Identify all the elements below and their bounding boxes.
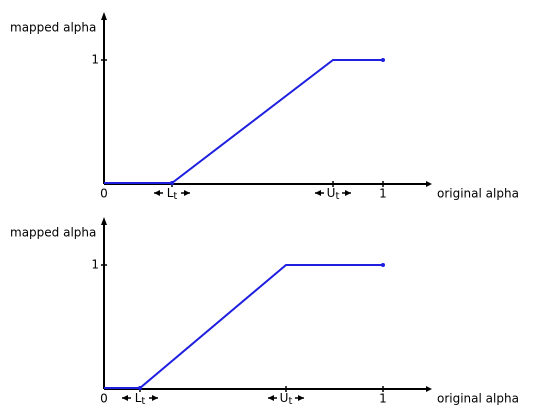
- y-axis-label: mapped alpha: [10, 21, 96, 35]
- mapping-line: [104, 264, 383, 389]
- end-point: [381, 263, 385, 267]
- lower-threshold-sub: t: [141, 396, 145, 407]
- upper-threshold-sub: t: [335, 191, 339, 202]
- mapping-line: [104, 59, 383, 184]
- end-point: [381, 58, 385, 62]
- y-axis-label: mapped alpha: [10, 226, 96, 240]
- y-tick-label: 1: [91, 258, 99, 272]
- arrow-head: [154, 190, 160, 196]
- arrow-head: [298, 395, 304, 401]
- x-tick-label: 1: [379, 392, 387, 406]
- arrow-head: [315, 190, 321, 196]
- lower-threshold-main: L: [167, 186, 174, 200]
- origin-label: 0: [100, 187, 108, 201]
- arrow-head: [122, 395, 128, 401]
- point: [138, 386, 142, 390]
- x-axis-label: original alpha: [437, 187, 519, 201]
- point: [170, 181, 174, 185]
- arrow-head: [101, 12, 107, 20]
- arrow-head: [152, 395, 158, 401]
- arrow-head: [268, 395, 274, 401]
- upper-threshold-main: U: [280, 391, 289, 405]
- x-axis-label: original alpha: [437, 392, 519, 406]
- upper-threshold-sub: t: [288, 396, 292, 407]
- upper-threshold: Ut: [327, 186, 340, 203]
- arrow-head: [426, 386, 432, 392]
- y-tick-label: 1: [91, 53, 99, 67]
- arrow-head: [345, 190, 351, 196]
- upper-threshold: Ut: [280, 391, 293, 408]
- arrow-head: [184, 190, 190, 196]
- arrow-head: [101, 217, 107, 225]
- lower-threshold: Lt: [135, 391, 146, 408]
- lower-threshold-sub: t: [173, 191, 177, 202]
- arrow-head: [426, 181, 432, 187]
- lower-threshold: Lt: [167, 186, 178, 203]
- upper-threshold-main: U: [327, 186, 336, 200]
- x-tick-label: 1: [379, 187, 387, 201]
- lower-threshold-main: L: [135, 391, 142, 405]
- origin-label: 0: [100, 392, 108, 406]
